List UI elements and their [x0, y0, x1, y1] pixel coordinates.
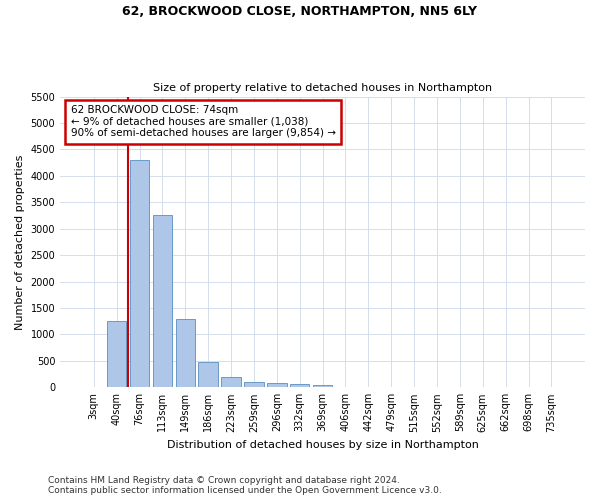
Bar: [313, 384, 332, 388]
Bar: [152, 216, 172, 388]
Bar: [199, 362, 218, 388]
Bar: [107, 321, 127, 388]
Bar: [176, 318, 195, 388]
Text: Contains HM Land Registry data © Crown copyright and database right 2024.
Contai: Contains HM Land Registry data © Crown c…: [48, 476, 442, 495]
Bar: [244, 382, 263, 388]
X-axis label: Distribution of detached houses by size in Northampton: Distribution of detached houses by size …: [167, 440, 479, 450]
Text: 62, BROCKWOOD CLOSE, NORTHAMPTON, NN5 6LY: 62, BROCKWOOD CLOSE, NORTHAMPTON, NN5 6L…: [122, 5, 478, 18]
Bar: [221, 376, 241, 388]
Title: Size of property relative to detached houses in Northampton: Size of property relative to detached ho…: [153, 83, 492, 93]
Bar: [290, 384, 310, 388]
Y-axis label: Number of detached properties: Number of detached properties: [15, 154, 25, 330]
Text: 62 BROCKWOOD CLOSE: 74sqm
← 9% of detached houses are smaller (1,038)
90% of sem: 62 BROCKWOOD CLOSE: 74sqm ← 9% of detach…: [71, 106, 335, 138]
Bar: [130, 160, 149, 388]
Bar: [267, 384, 287, 388]
